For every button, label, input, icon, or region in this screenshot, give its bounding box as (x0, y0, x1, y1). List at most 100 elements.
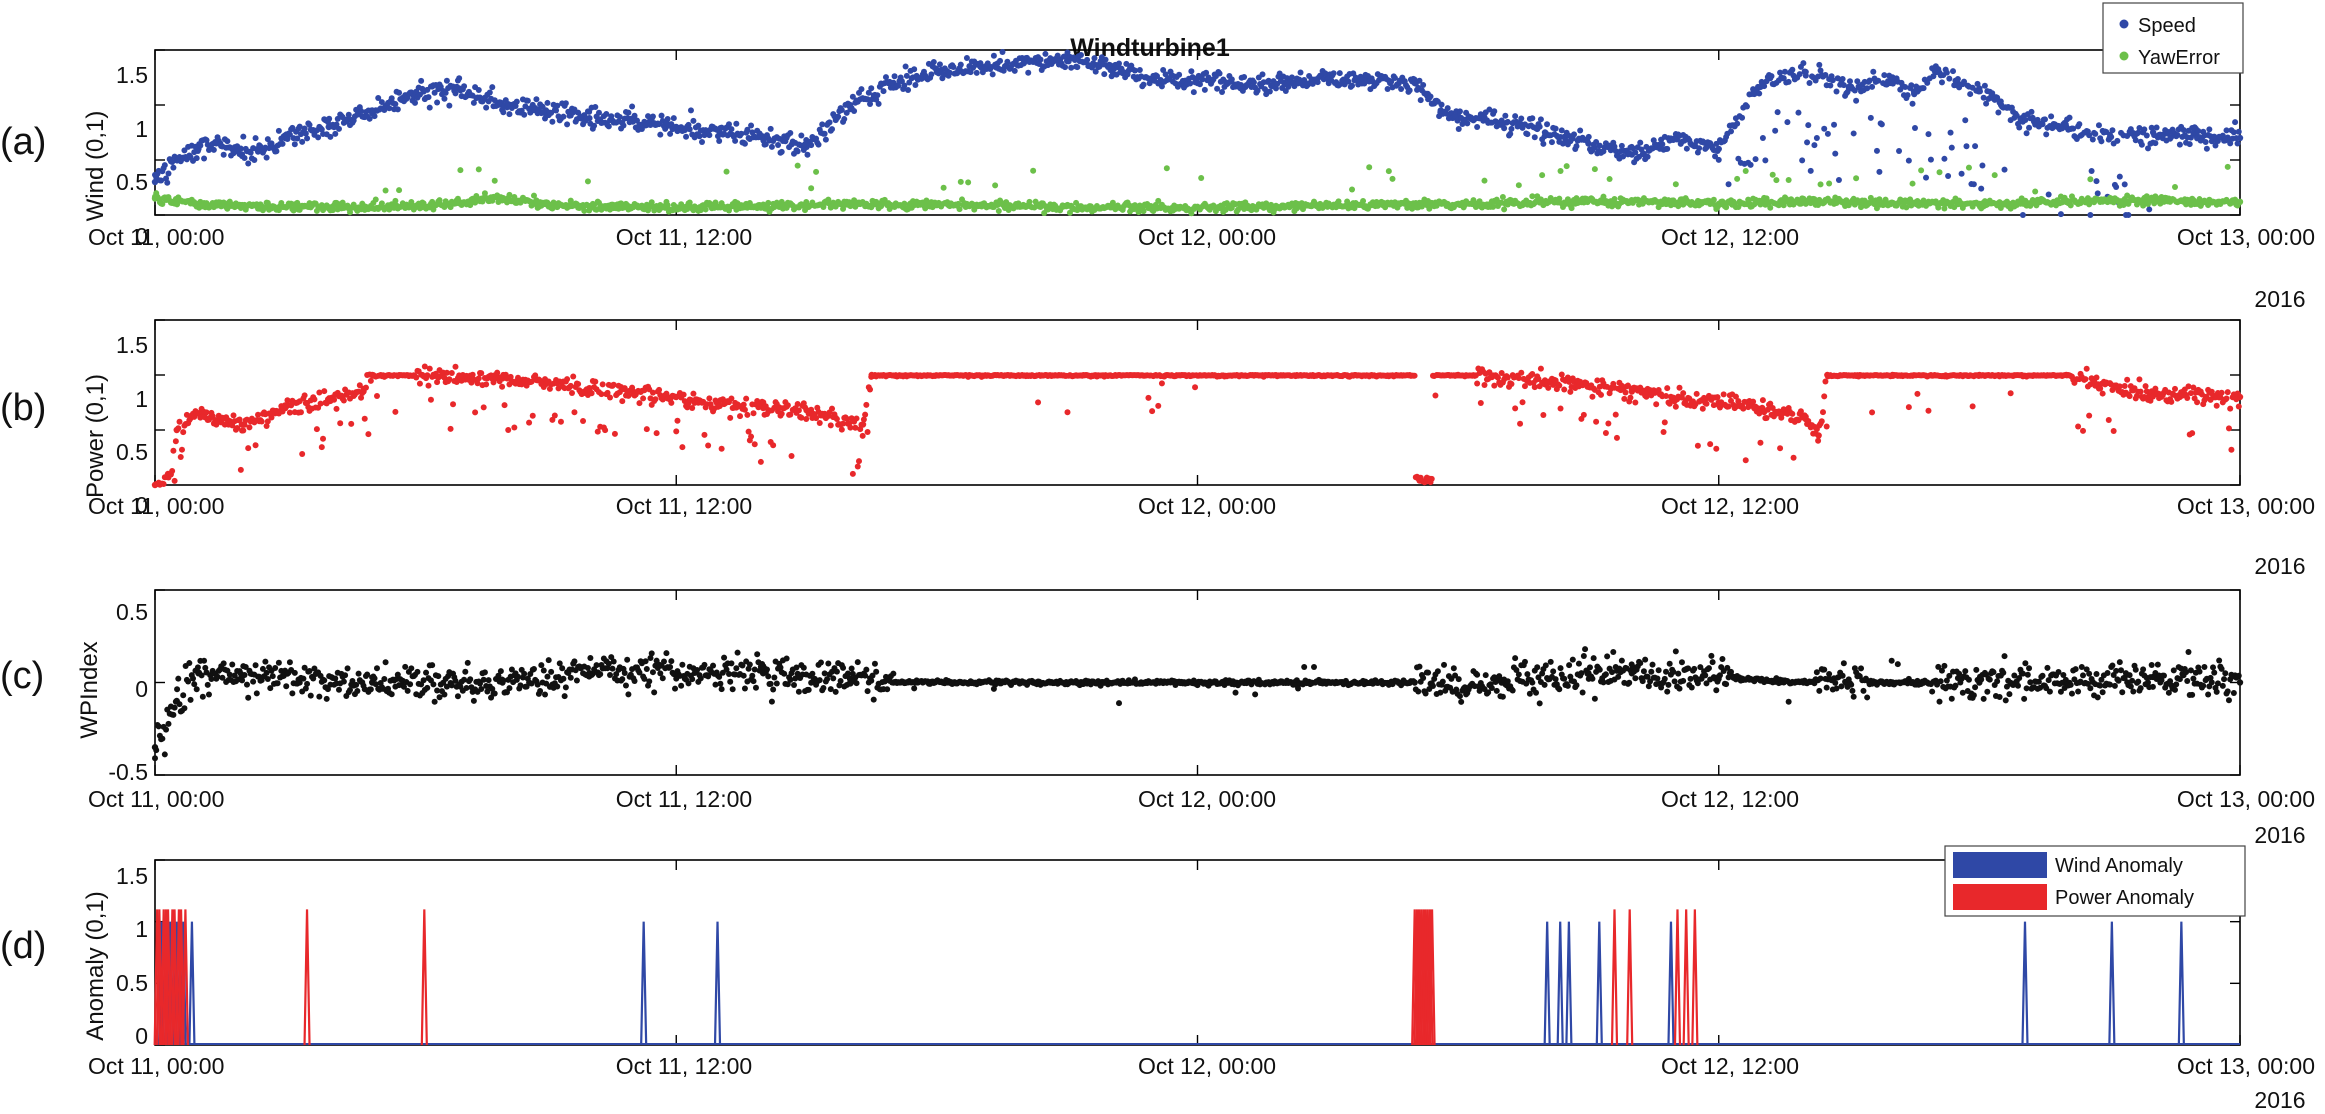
data-point-power (1145, 394, 1152, 401)
data-point-speed (950, 63, 957, 70)
data-point-power (337, 420, 344, 427)
data-point-speed (664, 116, 671, 123)
panel-a-label: (a) (0, 121, 46, 163)
data-point-speed (2125, 212, 2132, 218)
series-yawerror (151, 162, 2244, 217)
data-point-speed (1816, 61, 1823, 68)
data-point-power (178, 446, 185, 453)
data-point-speed (386, 105, 393, 112)
data-point-yawerror (1817, 181, 1824, 188)
data-point-yawerror (2032, 188, 2039, 195)
data-point-speed (2176, 141, 2183, 148)
data-point-yawerror (481, 190, 488, 197)
data-point-speed (1850, 130, 1857, 137)
data-point-speed (2202, 139, 2209, 146)
data-point-speed (1881, 72, 1888, 79)
data-point-speed (1805, 122, 1812, 129)
data-point-speed (865, 89, 872, 96)
data-point-power (311, 396, 318, 403)
data-point-speed (1799, 157, 1806, 164)
data-point-speed (775, 141, 782, 148)
data-point-speed (1216, 70, 1223, 77)
data-point-speed (1806, 79, 1813, 86)
data-point-speed (333, 121, 340, 128)
data-point-speed (533, 96, 540, 103)
data-point-power (1598, 391, 1605, 398)
panel-a-ytick-1: 0.5 (116, 169, 148, 195)
data-point-speed (658, 112, 665, 119)
panel-a-ylabel: Wind (0,1) (82, 111, 109, 222)
data-point-speed (2095, 122, 2102, 129)
data-point-speed (1068, 64, 1075, 71)
data-point-speed (524, 97, 531, 104)
data-point-power (571, 409, 578, 416)
data-point-yawerror (475, 166, 482, 173)
data-point-power (172, 438, 179, 445)
data-point-power (1481, 382, 1488, 389)
panel-b-xtick-3: Oct 12, 12:00 (1661, 493, 1799, 519)
data-point-speed (2098, 138, 2105, 145)
data-point-speed (2223, 127, 2230, 134)
data-point-speed (1626, 150, 1633, 157)
data-point-speed (1285, 83, 1292, 90)
data-point-speed (193, 155, 200, 162)
data-point-power (362, 384, 369, 391)
data-point-power (680, 391, 687, 398)
data-point-power (705, 442, 712, 449)
data-point-power (1557, 405, 1564, 412)
data-point-power (1192, 384, 1199, 391)
data-point-speed (1878, 121, 1885, 128)
data-point-speed (1659, 141, 1666, 148)
data-point-yawerror (159, 201, 166, 208)
data-point-speed (808, 142, 815, 149)
data-point-speed (946, 69, 953, 76)
data-point-speed (1011, 67, 1018, 74)
data-point-power (1660, 428, 1667, 435)
data-point-yawerror (1734, 175, 1741, 182)
data-point-speed (1464, 120, 1471, 127)
data-point-power (529, 412, 536, 419)
data-point-speed (794, 148, 801, 155)
data-point-speed (1909, 100, 1916, 107)
data-point-power (718, 445, 725, 452)
data-point-speed (936, 61, 943, 68)
data-point-power (237, 466, 244, 473)
data-point-power (668, 399, 675, 406)
data-point-power (1815, 437, 1822, 444)
data-point-power (674, 417, 681, 424)
data-point-speed (2089, 136, 2096, 143)
data-point-power (177, 453, 184, 460)
data-point-speed (302, 130, 309, 137)
data-point-speed (1596, 142, 1603, 149)
data-point-speed (1927, 156, 1934, 163)
data-point-speed (1577, 127, 1584, 134)
data-point-speed (738, 130, 745, 137)
data-point-speed (1785, 78, 1792, 85)
data-point-speed (371, 113, 378, 120)
data-point-power (592, 378, 599, 385)
data-point-speed (301, 125, 308, 132)
data-point-power (1537, 365, 1544, 372)
data-point-speed (1876, 168, 1883, 175)
data-point-speed (2070, 125, 2077, 132)
data-point-power (727, 414, 734, 421)
data-point-yawerror (567, 197, 574, 204)
data-point-power (1512, 405, 1519, 412)
data-point-power (480, 404, 487, 411)
data-point-power (1820, 409, 1826, 416)
data-point-speed (683, 133, 690, 140)
data-point-speed (1846, 78, 1853, 85)
panel-b-year: 2016 (2254, 553, 2305, 579)
data-point-speed (252, 135, 259, 142)
data-point-power (744, 411, 751, 418)
data-point-speed (1728, 128, 1735, 135)
data-point-speed (1228, 76, 1235, 83)
data-point-speed (1524, 131, 1531, 138)
data-point-power (526, 419, 533, 426)
data-point-speed (1092, 68, 1099, 75)
data-point-speed (868, 85, 875, 92)
data-point-speed (1406, 87, 1413, 94)
data-point-power (348, 420, 355, 427)
data-point-speed (1314, 79, 1321, 86)
data-point-speed (2086, 132, 2093, 139)
